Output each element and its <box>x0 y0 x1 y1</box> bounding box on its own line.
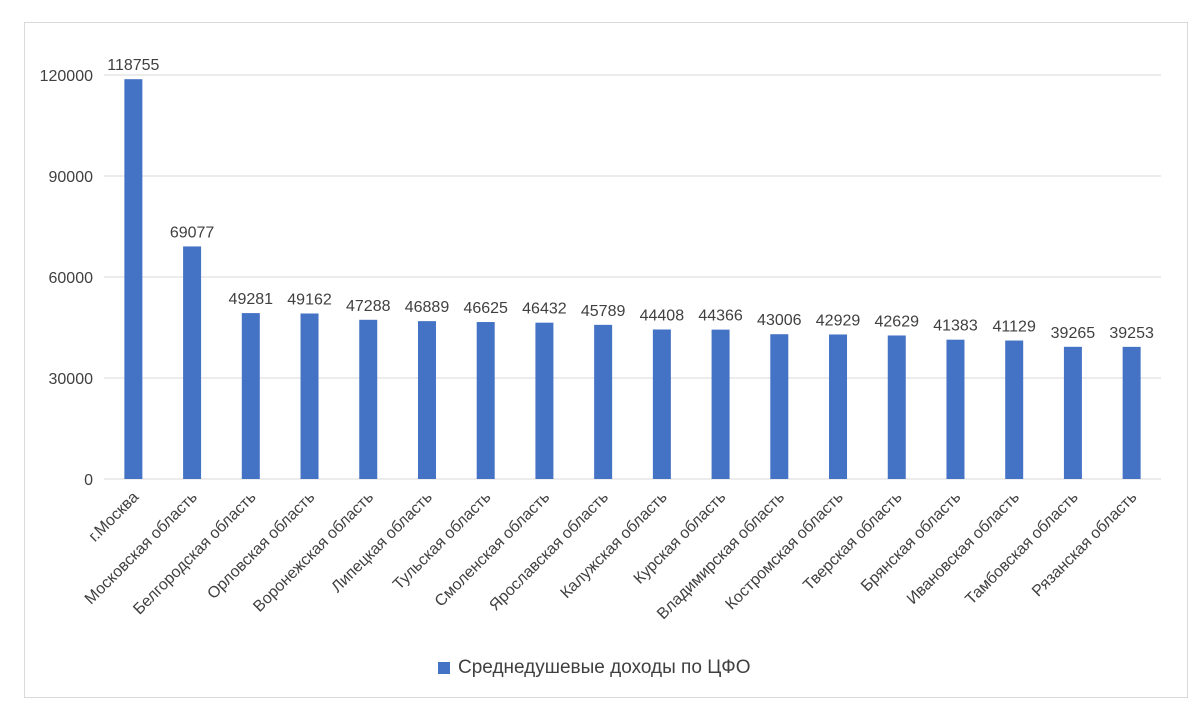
y-tick-label: 120000 <box>40 68 93 85</box>
category-label: Московская область <box>82 489 201 608</box>
bar <box>535 322 554 479</box>
bar <box>711 329 730 479</box>
category-label: Тамбовская область <box>962 489 1081 608</box>
bar <box>594 324 613 479</box>
data-label: 47288 <box>346 298 391 315</box>
bar <box>241 313 260 479</box>
category-label: г.Москва <box>86 489 143 546</box>
bar <box>1005 340 1024 479</box>
data-label: 44408 <box>640 307 685 324</box>
category-label: Тульская область <box>390 489 495 594</box>
data-label: 39253 <box>1109 325 1154 342</box>
y-tick-label: 0 <box>84 472 93 489</box>
data-label: 41383 <box>933 318 978 335</box>
bar <box>359 319 378 479</box>
category-label: Калужская область <box>558 489 671 602</box>
bar <box>124 79 143 479</box>
bar <box>183 246 202 479</box>
data-label: 46432 <box>522 301 567 318</box>
category-label: Ярославская область <box>486 489 612 615</box>
data-label: 41129 <box>993 319 1036 336</box>
bar <box>946 339 965 479</box>
bar <box>1063 346 1082 479</box>
bar <box>652 329 671 479</box>
category-label: Воронежская область <box>250 489 377 616</box>
bar <box>300 313 319 479</box>
data-label: 39265 <box>1051 325 1096 342</box>
data-label: 44366 <box>698 308 743 325</box>
bar <box>887 335 906 479</box>
bar <box>770 334 789 479</box>
y-tick-label: 30000 <box>49 371 94 388</box>
category-label: Смоленская область <box>432 489 553 610</box>
y-tick-label: 60000 <box>49 270 94 287</box>
legend: Среднедушевые доходы по ЦФО <box>438 656 750 680</box>
bar <box>1122 346 1141 479</box>
legend-label: Среднедушевые доходы по ЦФО <box>458 657 751 678</box>
category-label: Костромская область <box>722 489 846 613</box>
y-tick-label: 90000 <box>49 169 94 186</box>
category-label: Рязанская область <box>1029 489 1140 600</box>
category-label: Орловская область <box>204 489 318 603</box>
category-label: Тверская область <box>800 489 905 594</box>
data-label: 45789 <box>581 303 626 320</box>
data-label: 46889 <box>405 299 450 316</box>
data-label: 42929 <box>816 312 861 329</box>
legend-swatch <box>438 662 450 674</box>
category-label: Брянская область <box>858 489 964 595</box>
data-label: 69077 <box>170 224 215 241</box>
data-label: 49281 <box>229 291 274 308</box>
category-label: Липецкая область <box>328 489 435 596</box>
data-label: 42629 <box>875 313 920 330</box>
bar <box>417 321 436 479</box>
data-label: 118755 <box>107 57 159 74</box>
bar <box>829 334 848 479</box>
bar <box>476 322 495 479</box>
data-label: 46625 <box>463 300 508 317</box>
category-label: Ивановская область <box>904 489 1023 608</box>
data-label: 43006 <box>757 312 802 329</box>
category-label: Белгородская область <box>130 489 259 618</box>
data-label: 49162 <box>287 291 332 308</box>
